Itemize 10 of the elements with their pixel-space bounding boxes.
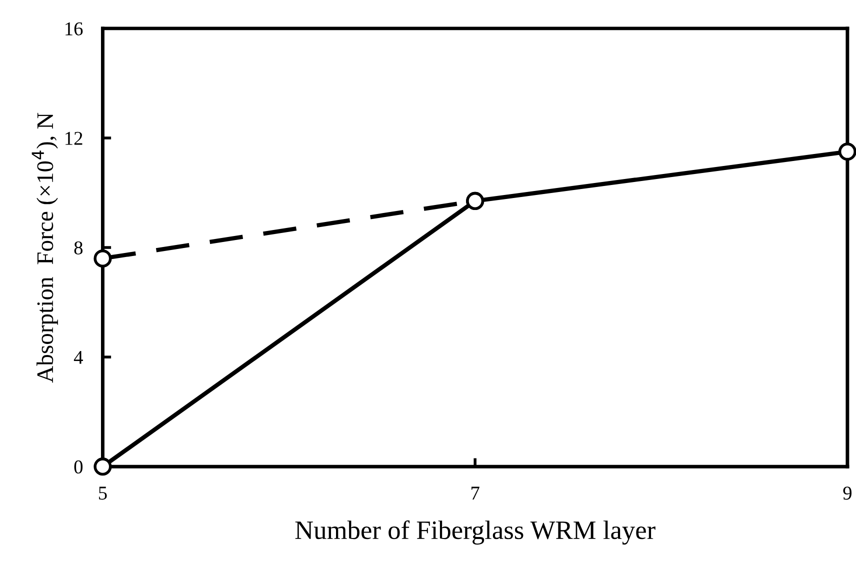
x-axis-title: Number of Fiberglass WRM layer	[295, 520, 656, 545]
x-tick-label: 7	[472, 486, 480, 500]
y-axis-title: Absorption Force (×10$^{4}$), N	[32, 112, 58, 383]
y-tick-label: 12	[66, 132, 82, 145]
y-tick-label: 0	[74, 460, 83, 474]
x-tick-label: 9	[843, 486, 852, 500]
y-tick-label: 8	[74, 241, 83, 254]
x-tick-label: 5	[98, 486, 107, 500]
y-tick-label: 4	[74, 350, 83, 364]
y-tick-label: 16	[66, 22, 83, 36]
